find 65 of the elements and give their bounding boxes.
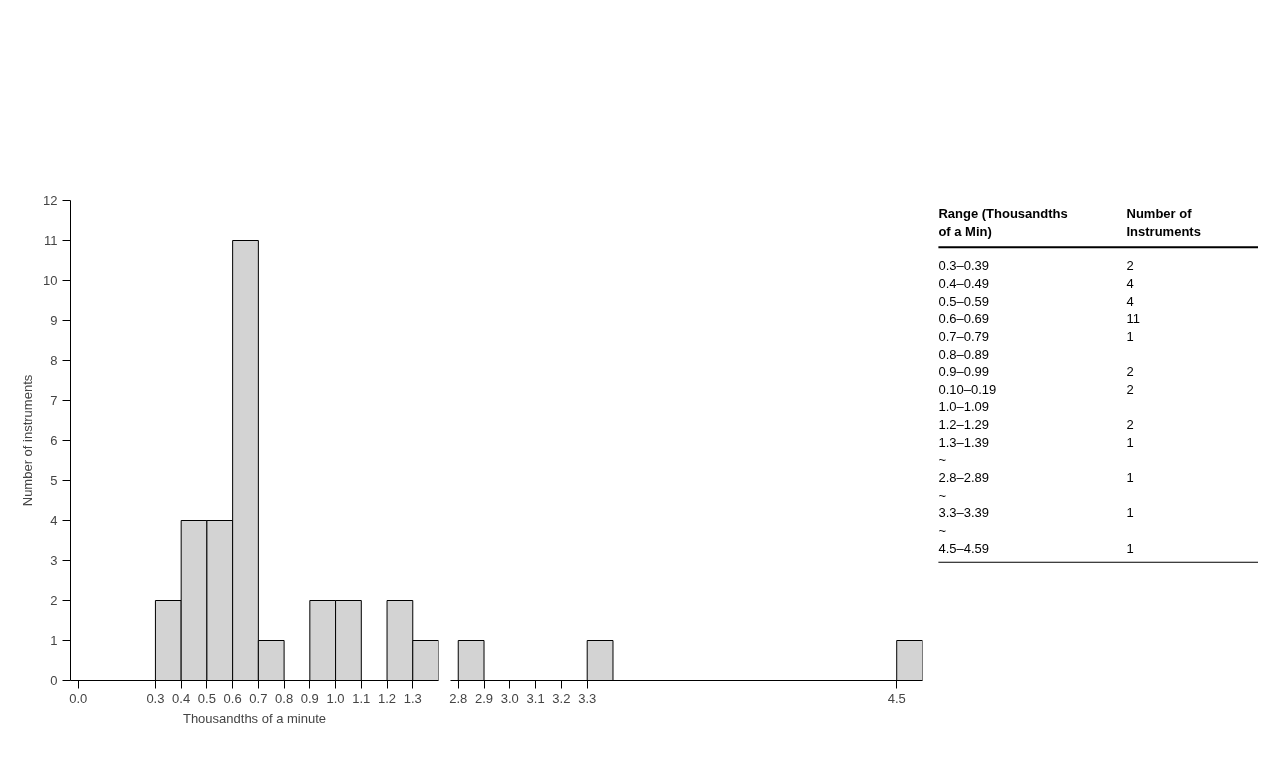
category-label: 2.8–2.89 xyxy=(938,470,990,486)
x-axis-title: Thousandths of a minute xyxy=(182,710,327,726)
x-tick-label: 1.2 xyxy=(378,690,397,706)
category-label: 0.8–0.89 xyxy=(938,346,990,362)
x-tick-label: 0.5 xyxy=(197,690,216,706)
category-label: 1.3–1.39 xyxy=(938,434,990,450)
data-label: 4 xyxy=(1126,275,1134,291)
x-tick-label: 3.2 xyxy=(552,690,571,706)
y-tick-label: 4 xyxy=(50,513,58,528)
x-tick-label: 2.9 xyxy=(474,690,494,706)
data-label: 2 xyxy=(1126,381,1134,397)
y-tick-label: 5 xyxy=(50,473,58,488)
data-label: 1 xyxy=(1126,470,1134,486)
x-tick-label: 0.4 xyxy=(172,690,191,706)
x-tick-label: 4.5 xyxy=(887,690,906,706)
x-tick-label: 1.1 xyxy=(352,690,371,706)
text: Number of Instruments xyxy=(1126,205,1201,239)
category-label: 0.4–0.49 xyxy=(938,275,990,291)
data-label: 1 xyxy=(1126,505,1134,521)
category-label: 0.10–0.19 xyxy=(938,381,997,397)
data-label: 11 xyxy=(1126,311,1140,327)
x-tick-label: 0.3 xyxy=(146,690,165,706)
category-label: 0.3–0.39 xyxy=(938,258,990,274)
data-label: 4 xyxy=(1126,293,1134,309)
x-tick-label: 2.8 xyxy=(449,690,468,706)
y-tick-label: 12 xyxy=(43,193,58,208)
category-label: ~ xyxy=(938,487,947,503)
category-label: ~ xyxy=(938,452,947,468)
y-tick-label: 6 xyxy=(50,433,58,448)
x-tick-label: 0.8 xyxy=(275,690,294,706)
y-tick-label: 9 xyxy=(50,313,58,328)
y-tick-label: 7 xyxy=(50,393,58,408)
x-tick-label: 0.0 xyxy=(69,690,88,706)
y-tick-label: 1 xyxy=(50,633,58,648)
data-label: 2 xyxy=(1126,258,1134,274)
x-tick-label: 3.3 xyxy=(578,690,597,706)
category-label: 0.7–0.79 xyxy=(938,328,990,344)
y-tick-label: 10 xyxy=(43,273,58,288)
category-label: 1.2–1.29 xyxy=(938,417,990,433)
y-tick-label: 8 xyxy=(50,353,58,368)
data-label: 1 xyxy=(1126,434,1134,450)
y-tick-label: 3 xyxy=(50,553,58,568)
text: Range (Thousandths of a Min) xyxy=(938,205,1068,239)
y-axis-title: Number of instruments xyxy=(20,374,36,507)
category-label: ~ xyxy=(938,523,947,538)
y-tick-label: 11 xyxy=(44,233,58,248)
category-label: 1.0–1.09 xyxy=(938,399,990,415)
x-tick-label: 3.0 xyxy=(500,690,519,706)
category-label: 0.5–0.59 xyxy=(938,293,990,309)
x-tick-label: 1.0 xyxy=(326,690,345,706)
y-tick-label: 2 xyxy=(50,593,58,608)
category-label: 3.3–3.39 xyxy=(938,505,990,521)
category-label: 0.9–0.99 xyxy=(938,364,990,380)
category-label: 0.6–0.69 xyxy=(938,311,990,327)
x-tick-label: 0.7 xyxy=(249,690,268,706)
x-tick-label: 1.3 xyxy=(403,690,422,706)
data-label: 2 xyxy=(1126,364,1134,380)
x-tick-label: 0.6 xyxy=(223,690,242,706)
x-tick-label: 0.9 xyxy=(300,690,319,706)
data-label: 1 xyxy=(1126,328,1134,344)
data-label: 2 xyxy=(1126,417,1134,433)
x-tick-label: 3.1 xyxy=(526,690,545,706)
data-label: 1 xyxy=(1126,540,1134,556)
y-tick-label: 0 xyxy=(50,673,58,688)
category-label: 4.5–4.59 xyxy=(938,540,990,556)
